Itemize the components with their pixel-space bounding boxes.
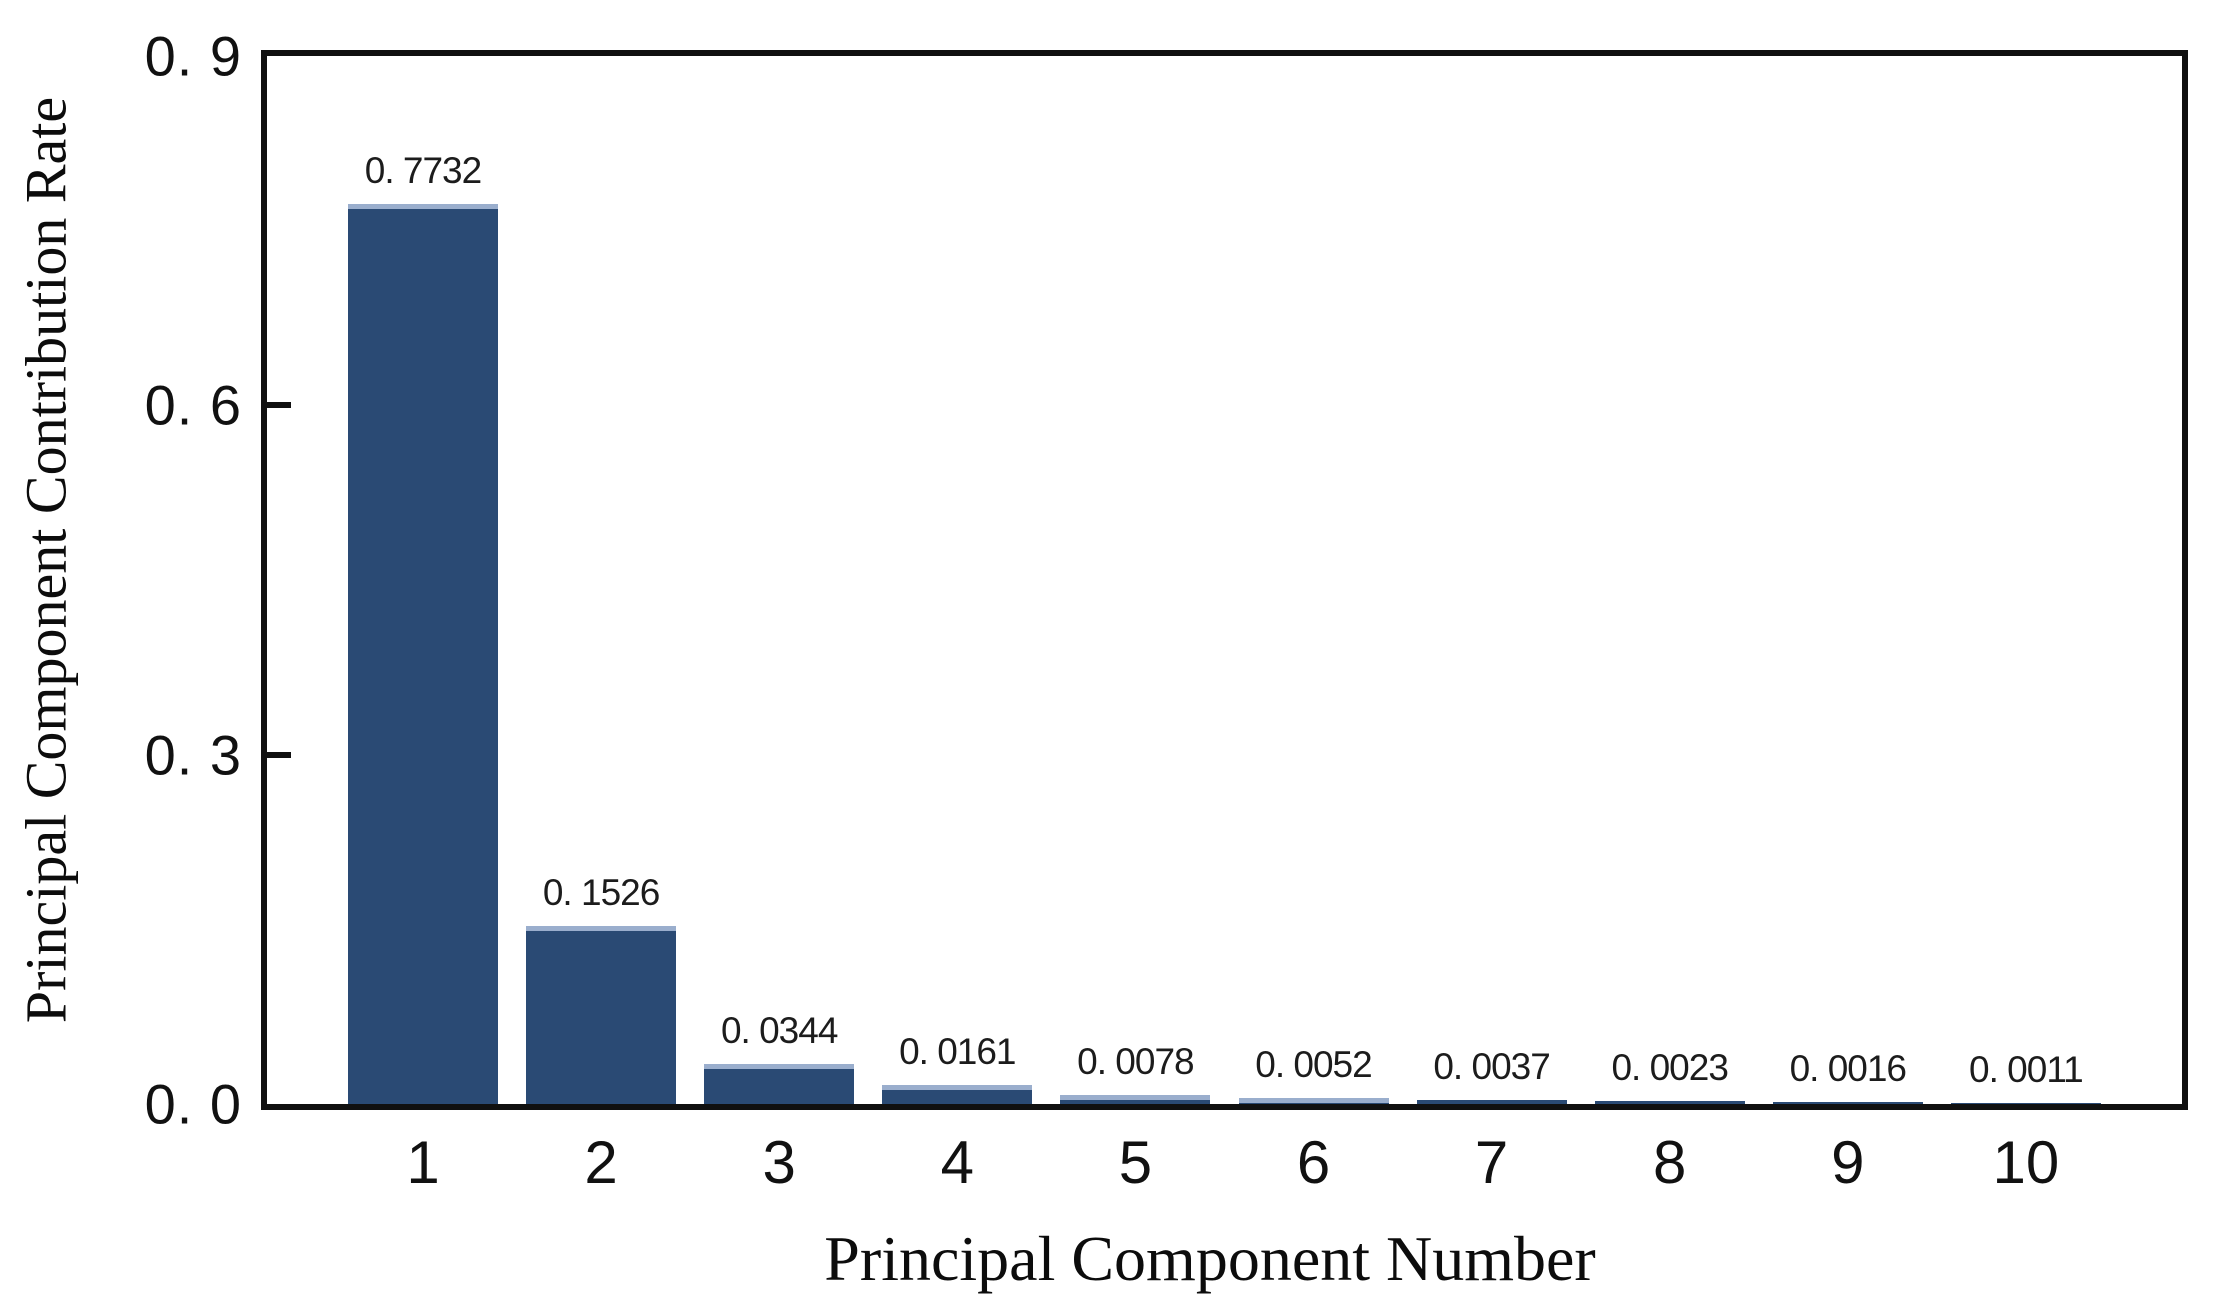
x-tick-label-2: 2 xyxy=(584,1129,618,1196)
bar-pc4 xyxy=(882,1085,1033,1104)
bar-top-edge xyxy=(882,1085,1033,1091)
bar-value-label-pc4: 0. 0161 xyxy=(899,1031,1016,1073)
bar-top-edge xyxy=(1238,1097,1389,1103)
x-tick-label-10: 10 xyxy=(1992,1129,2060,1196)
bar-value-label-pc10: 0. 0011 xyxy=(1969,1048,2084,1090)
y-tick-mark-0.3 xyxy=(267,751,291,758)
bar-value-label-pc5: 0. 0078 xyxy=(1077,1040,1194,1082)
y-tick-mark-0.6 xyxy=(267,402,291,409)
bar-pc3 xyxy=(704,1063,855,1104)
x-tick-label-9: 9 xyxy=(1831,1129,1865,1196)
x-tick-label-5: 5 xyxy=(1118,1129,1153,1196)
bar-value-label-pc6: 0. 0052 xyxy=(1255,1043,1372,1085)
bar-value-label-pc1: 0. 7732 xyxy=(364,149,482,191)
bar-value-label-pc9: 0. 0016 xyxy=(1789,1048,1907,1090)
bar-value-label-pc3: 0. 0344 xyxy=(720,1009,838,1051)
y-tick-label-0.9: 0. 9 xyxy=(144,24,242,88)
plot-area: 0. 7732 0. 1526 0. 0344 0. 0161 0. 0078 0. 00… xyxy=(261,50,2188,1110)
x-tick-label-1: 1 xyxy=(406,1129,440,1196)
bar-pc8 xyxy=(1594,1101,1745,1104)
bar-top-edge xyxy=(348,203,498,209)
bar-top-edge xyxy=(526,926,677,932)
x-axis-title: Principal Component Number xyxy=(824,1223,1596,1294)
x-tick-label-4: 4 xyxy=(940,1129,974,1196)
bar-value-label-pc2: 0. 1526 xyxy=(542,872,660,914)
bar-value-label-pc8: 0. 0023 xyxy=(1611,1047,1728,1089)
bar-pc2 xyxy=(526,926,677,1104)
bar-pc1 xyxy=(348,203,498,1104)
x-tick-label-8: 8 xyxy=(1653,1129,1687,1196)
bar-pc9 xyxy=(1772,1102,1923,1104)
y-tick-label-0.3: 0. 3 xyxy=(144,723,242,787)
bar-top-edge xyxy=(1060,1094,1211,1100)
bar-pc6 xyxy=(1238,1097,1389,1104)
y-axis-title: Principal Component Contribution Rate xyxy=(13,96,79,1024)
x-tick-label-6: 6 xyxy=(1296,1129,1331,1196)
x-tick-label-3: 3 xyxy=(762,1129,796,1196)
y-tick-label-0: 0. 0 xyxy=(144,1072,242,1136)
bar-top-edge xyxy=(704,1063,855,1069)
x-tick-label-7: 7 xyxy=(1474,1129,1509,1196)
bar-pc5 xyxy=(1060,1094,1211,1104)
y-tick-label-0.6: 0. 6 xyxy=(144,373,242,437)
bar-pc10 xyxy=(1950,1102,2101,1104)
bar-value-label-pc7: 0. 0037 xyxy=(1433,1045,1550,1087)
bar-pc7 xyxy=(1416,1099,1567,1104)
